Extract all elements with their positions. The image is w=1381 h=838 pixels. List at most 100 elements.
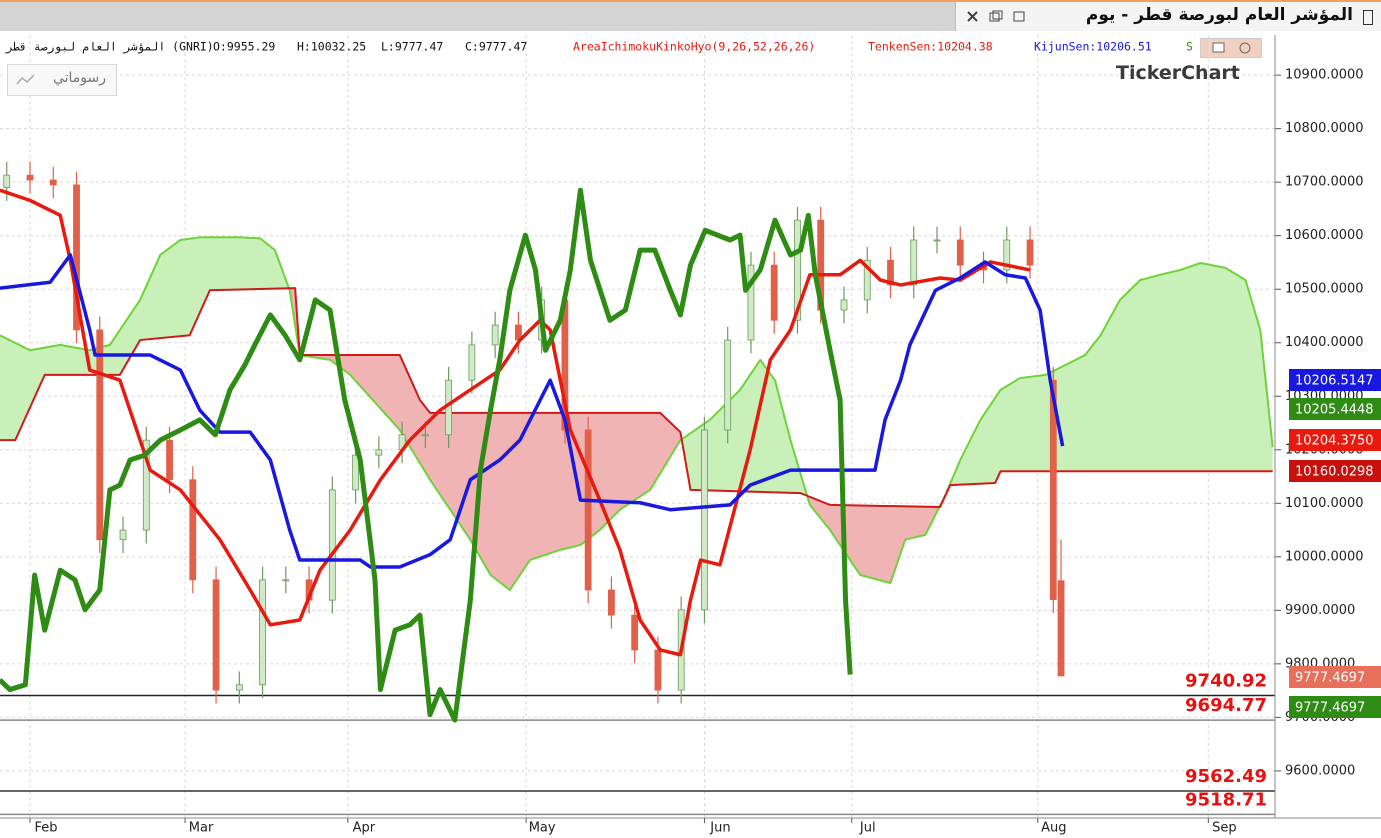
candle-body	[491, 324, 499, 346]
y-tick-label: 10400.0000	[1285, 335, 1364, 350]
candle-body	[96, 329, 104, 541]
title-bar: المؤشر العام لبورصة قطر - يوم	[0, 0, 1381, 31]
price-badge	[1289, 460, 1381, 482]
x-tick-label: Aug	[1041, 821, 1066, 836]
candle-body	[3, 174, 11, 188]
candle-body	[235, 684, 243, 691]
candle-body	[26, 174, 34, 181]
drawings-icon	[16, 74, 35, 85]
ohlc-close: C:9777.47	[465, 40, 527, 54]
ohlc-low: L:9777.47	[381, 40, 443, 54]
panel-buttons[interactable]	[1200, 38, 1262, 58]
info-line: المؤشر العام لبورصة قطر (GNRI) O:9955.29…	[5, 40, 1193, 55]
candle-body	[724, 339, 732, 431]
y-tick-label: 10700.0000	[1285, 175, 1364, 190]
checkbox[interactable]	[1363, 10, 1373, 25]
candle-body	[49, 179, 57, 186]
candle-body	[608, 589, 615, 616]
price-badge-label: 10206.5147	[1295, 374, 1374, 389]
ohlc-open: O:9955.29	[213, 40, 275, 54]
y-tick-label: 10900.0000	[1285, 68, 1364, 83]
candle-body	[468, 344, 476, 381]
y-tick-label: 10500.0000	[1285, 282, 1364, 297]
x-tick-label: Feb	[34, 821, 57, 836]
y-tick-label: 9600.0000	[1285, 763, 1355, 778]
candle-body	[119, 529, 127, 541]
ohlc-high: H:10032.25	[297, 40, 366, 54]
candle-body	[631, 614, 639, 651]
indicator-line	[0, 188, 1031, 657]
drawings-button[interactable]: رسوماتي	[7, 64, 117, 96]
candle-body	[863, 259, 871, 301]
kijun-info: KijunSen:10206.51	[1034, 40, 1152, 54]
price-badge	[1289, 666, 1381, 688]
price-badge	[1289, 369, 1381, 391]
candle-body	[166, 439, 173, 481]
candle-body	[654, 649, 662, 691]
panel-icons	[1212, 42, 1251, 54]
candle-body	[1057, 580, 1065, 677]
x-tick-label: Sep	[1212, 821, 1237, 836]
window-icons	[967, 10, 1025, 22]
indicator-line	[0, 253, 1065, 569]
candle-body	[142, 439, 150, 531]
candle-body	[770, 264, 778, 321]
price-badge	[1289, 429, 1381, 451]
candle-body	[375, 449, 383, 456]
candle-body	[1049, 379, 1057, 601]
level-label: 9694.77	[1185, 695, 1267, 716]
candle-body	[282, 579, 290, 582]
candle-body	[189, 479, 197, 581]
tenkan-info: TenkenSen:10204.38	[868, 40, 993, 54]
x-tick-label: Jun	[709, 821, 730, 836]
candle-body	[794, 219, 801, 321]
candle-body	[840, 299, 848, 311]
level-label: 9562.49	[1185, 766, 1267, 787]
price-badge	[1289, 398, 1381, 420]
indicator-name: AreaIchimokuKinkoHyo(9,26,52,26,26)	[573, 40, 815, 54]
span-info: S	[1186, 40, 1193, 54]
candle-body	[910, 239, 918, 286]
candle-body	[1026, 239, 1034, 266]
price-badge	[1289, 696, 1381, 718]
x-tick-label: Jul	[859, 821, 876, 836]
level-label: 9518.71	[1185, 789, 1267, 810]
candle-body	[259, 579, 266, 686]
candle-body	[887, 259, 894, 286]
price-badge-label: 10205.4448	[1295, 403, 1374, 418]
y-tick-label: 10800.0000	[1285, 121, 1364, 136]
y-tick-label: 10100.0000	[1285, 496, 1364, 511]
price-badge-label: 9777.4697	[1295, 701, 1365, 716]
window-controls[interactable]	[966, 9, 1026, 28]
candle-body	[73, 184, 80, 331]
y-tick-label: 9900.0000	[1285, 603, 1355, 618]
chart-tab[interactable]: المؤشر العام لبورصة قطر - يوم	[955, 2, 1381, 31]
indicator-line	[0, 187, 853, 723]
y-tick-label: 10600.0000	[1285, 228, 1364, 243]
x-tick-label: Apr	[353, 821, 376, 836]
y-tick-label: 10000.0000	[1285, 549, 1364, 564]
candle-body	[352, 454, 359, 491]
candle-body	[584, 429, 592, 591]
candle-body	[421, 434, 429, 437]
span-a-line	[0, 236, 1274, 592]
candle-body	[328, 489, 336, 601]
span-b-line	[0, 287, 1273, 509]
candle-body	[701, 429, 708, 611]
x-tick-label: May	[529, 821, 556, 836]
price-badge-label: 9777.4697	[1295, 671, 1365, 686]
price-badge-label: 10204.3750	[1295, 434, 1374, 449]
candle-body	[747, 264, 755, 341]
candle-body	[1003, 239, 1011, 271]
candle-body	[956, 239, 964, 266]
x-tick-label: Mar	[189, 821, 214, 836]
drawings-label: رسوماتي	[52, 70, 106, 86]
instrument: المؤشر العام لبورصة قطر (GNRI)	[5, 40, 214, 55]
candle-body	[212, 579, 220, 691]
candle-body	[933, 239, 941, 242]
price-badge-label: 10160.0298	[1295, 465, 1374, 480]
plot-area	[0, 161, 1275, 816]
level-label: 9740.92	[1185, 670, 1267, 691]
